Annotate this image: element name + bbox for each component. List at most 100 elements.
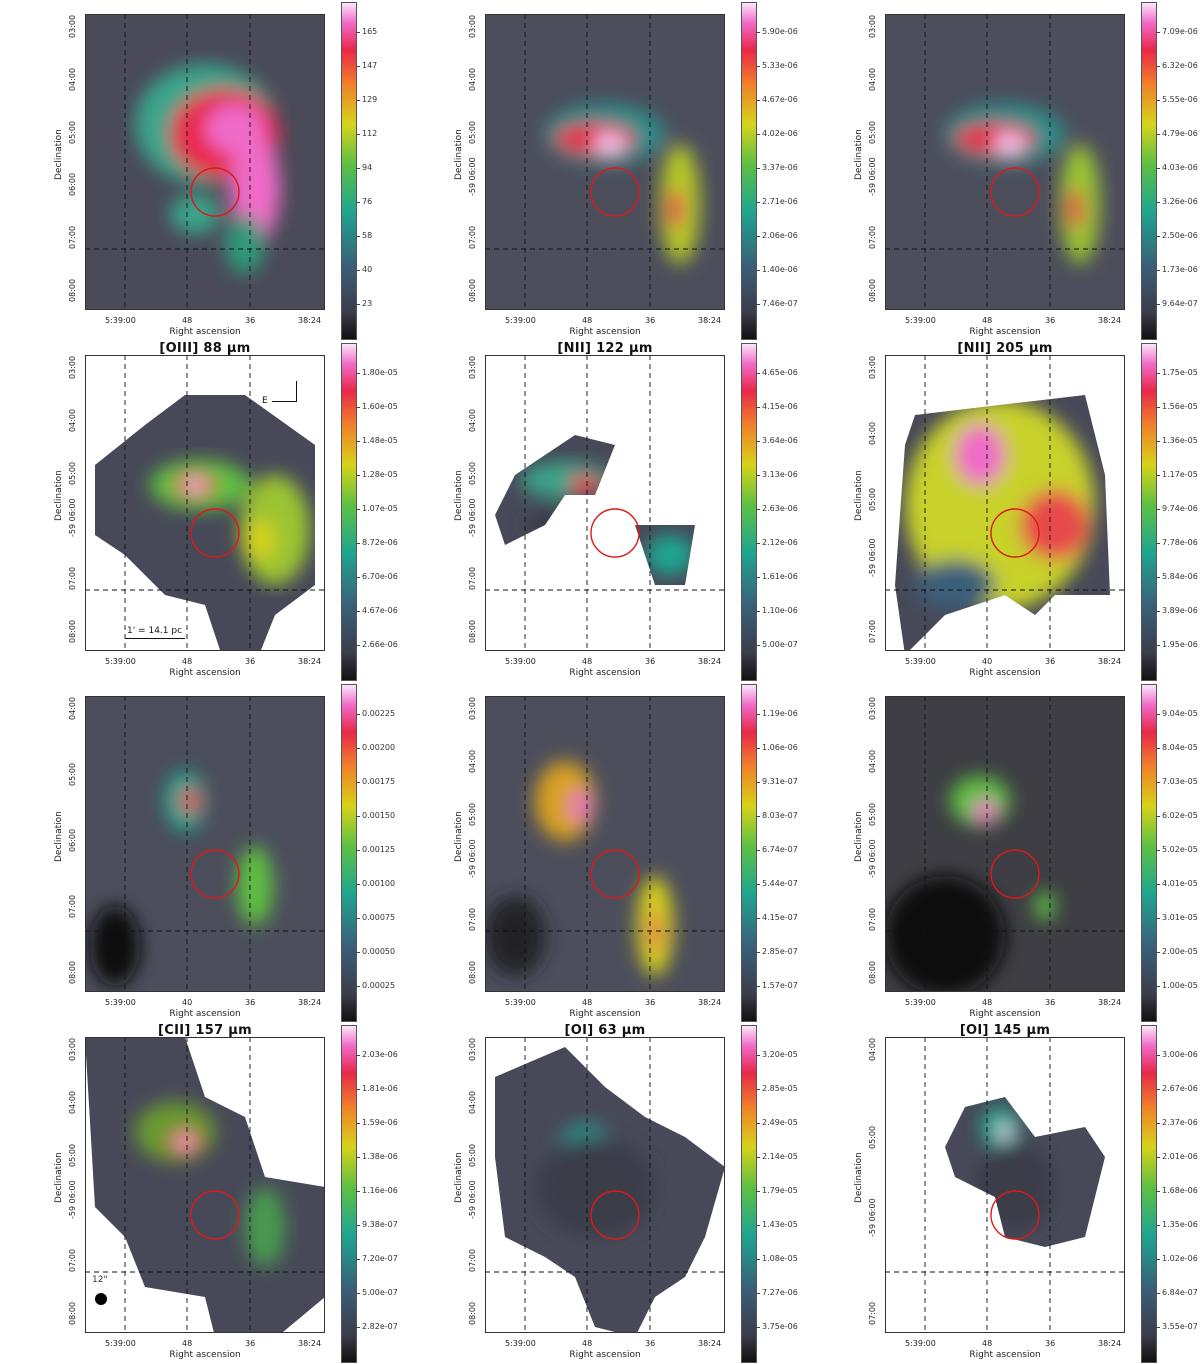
colorbar-tick-mark bbox=[756, 1055, 760, 1056]
colorbar-tick-label: 1.08e-05 bbox=[762, 1254, 798, 1263]
y-axis-label: Declination bbox=[854, 1152, 864, 1203]
colorbar-tick-label: 1.61e-06 bbox=[762, 572, 798, 581]
colorbar-tick-label: 6.32e-06 bbox=[1162, 61, 1198, 70]
map-frame bbox=[485, 1037, 725, 1333]
colorbar-tick-label: 1.02e-06 bbox=[1162, 1254, 1198, 1263]
map-frame bbox=[85, 14, 325, 310]
colorbar-tick-mark bbox=[756, 32, 760, 33]
map-image bbox=[85, 696, 325, 992]
colorbar-tick-label: 147 bbox=[362, 61, 378, 70]
map-image bbox=[85, 14, 325, 310]
panel-title: H_alpha bbox=[174, 0, 236, 15]
colorbar-tick-mark bbox=[756, 986, 760, 987]
emission-region bbox=[645, 535, 695, 575]
y-axis-label: Declination bbox=[854, 129, 864, 180]
ra-tick-label: 48 bbox=[582, 998, 593, 1007]
colorbar-tick-mark bbox=[1156, 202, 1160, 203]
map-image bbox=[85, 1037, 325, 1333]
dec-tick-label: 03:00 bbox=[468, 696, 477, 720]
x-axis-label: Right ascension bbox=[569, 1350, 641, 1360]
dec-tick-label: 03:00 bbox=[868, 14, 877, 38]
colorbar-tick-label: 1.75e-05 bbox=[1162, 368, 1198, 377]
colorbar-tick-mark bbox=[756, 100, 760, 101]
y-axis-label: Declination bbox=[454, 811, 464, 862]
colorbar-tick-mark bbox=[756, 543, 760, 544]
ra-tick-label: 48 bbox=[182, 316, 193, 325]
colorbar-tick-label: 2.85e-07 bbox=[762, 947, 798, 956]
emission-region bbox=[885, 876, 1005, 992]
y-axis-label: Declination bbox=[454, 1152, 464, 1203]
colorbar-tick-label: 6.02e-05 bbox=[1162, 811, 1198, 820]
dec-tick-label: 08:00 bbox=[68, 619, 77, 643]
dec-tick-label: 03:00 bbox=[468, 14, 477, 38]
colorbar-tick-mark bbox=[1156, 441, 1160, 442]
colorbar-tick-mark bbox=[356, 543, 360, 544]
ra-tick-label: 38:24 bbox=[1098, 998, 1122, 1007]
colorbar-tick-label: 6.84e-07 bbox=[1162, 1288, 1198, 1297]
colorbar-tick-label: 129 bbox=[362, 95, 378, 104]
colorbar bbox=[341, 684, 357, 1022]
ra-tick-label: 5:39:00 bbox=[905, 657, 936, 666]
emission-region bbox=[90, 906, 140, 986]
dec-tick-label: 07:00 bbox=[468, 226, 477, 250]
region-circle bbox=[990, 508, 1040, 558]
y-axis-label: Declination bbox=[854, 470, 864, 521]
colorbar-tick-mark bbox=[1156, 1089, 1160, 1090]
colorbar bbox=[741, 684, 757, 1022]
colorbar-tick-mark bbox=[1156, 1055, 1160, 1056]
dec-tick-label: -59 06:00 bbox=[468, 498, 477, 538]
region-circle bbox=[990, 849, 1040, 899]
colorbar-tick-mark bbox=[756, 645, 760, 646]
colorbar-tick-label: 0.00225 bbox=[362, 709, 396, 718]
colorbar-tick-mark bbox=[356, 168, 360, 169]
colorbar-tick-label: 1.10e-06 bbox=[762, 606, 798, 615]
colorbar bbox=[1141, 343, 1157, 681]
colorbar-tick-label: 0.00100 bbox=[362, 879, 396, 888]
colorbar-tick-mark bbox=[356, 714, 360, 715]
colorbar-tick-label: 9.31e-07 bbox=[762, 777, 798, 786]
colorbar bbox=[1141, 2, 1157, 340]
dec-tick-label: 05:00 bbox=[468, 120, 477, 144]
colorbar-tick-label: 112 bbox=[362, 129, 378, 138]
colorbar-tick-label: 1.57e-07 bbox=[762, 981, 798, 990]
emission-region bbox=[245, 1187, 285, 1267]
colorbar-tick-label: 9.38e-07 bbox=[362, 1220, 398, 1229]
colorbar-tick-label: 2.71e-06 bbox=[762, 197, 798, 206]
colorbar-tick-label: 3.01e-05 bbox=[1162, 913, 1198, 922]
panel-title: [OI] 145 μm bbox=[959, 1023, 1051, 1038]
map-panel: [CII] 157 μm Declination Right ascension 03… bbox=[0, 1023, 400, 1364]
colorbar-tick-mark bbox=[356, 1259, 360, 1260]
colorbar-tick-label: 5.84e-06 bbox=[1162, 572, 1198, 581]
dec-tick-label: 07:00 bbox=[868, 226, 877, 250]
colorbar-tick-label: 4.67e-06 bbox=[362, 606, 398, 615]
colorbar-tick-label: 8.04e-05 bbox=[1162, 743, 1198, 752]
colorbar-tick-mark bbox=[356, 66, 360, 67]
dec-tick-label: 05:00 bbox=[468, 802, 477, 826]
map-image bbox=[885, 696, 1125, 992]
colorbar-tick-label: 3.75e-06 bbox=[762, 1322, 798, 1331]
colorbar-tick-label: 1.80e-05 bbox=[362, 368, 398, 377]
colorbar-tick-label: 6.70e-06 bbox=[362, 572, 398, 581]
dec-tick-label: -59 06:00 bbox=[868, 839, 877, 879]
ra-tick-label: 48 bbox=[982, 998, 993, 1007]
colorbar-tick-label: 2.50e-06 bbox=[1162, 231, 1198, 240]
colorbar-tick-mark bbox=[1156, 884, 1160, 885]
colorbar-tick-label: 1.07e-05 bbox=[362, 504, 398, 513]
colorbar-tick-label: 8.03e-07 bbox=[762, 811, 798, 820]
colorbar-tick-mark bbox=[1156, 1327, 1160, 1328]
colorbar-tick-mark bbox=[356, 202, 360, 203]
colorbar-tick-label: 3.13e-06 bbox=[762, 470, 798, 479]
colorbar-tick-label: 0.00200 bbox=[362, 743, 396, 752]
colorbar-tick-label: 2.67e-06 bbox=[1162, 1084, 1198, 1093]
emission-region bbox=[527, 507, 583, 543]
colorbar-tick-mark bbox=[1156, 66, 1160, 67]
colorbar-tick-label: 3.55e-07 bbox=[1162, 1322, 1198, 1331]
dec-tick-label: 04:00 bbox=[868, 749, 877, 773]
colorbar-tick-mark bbox=[756, 373, 760, 374]
map-image bbox=[485, 14, 725, 310]
dec-tick-label: 03:00 bbox=[868, 696, 877, 720]
ra-tick-label: 36 bbox=[245, 657, 256, 666]
x-axis-label: Right ascension bbox=[569, 327, 641, 337]
colorbar-tick-label: 94 bbox=[362, 163, 373, 172]
colorbar-tick-mark bbox=[756, 270, 760, 271]
